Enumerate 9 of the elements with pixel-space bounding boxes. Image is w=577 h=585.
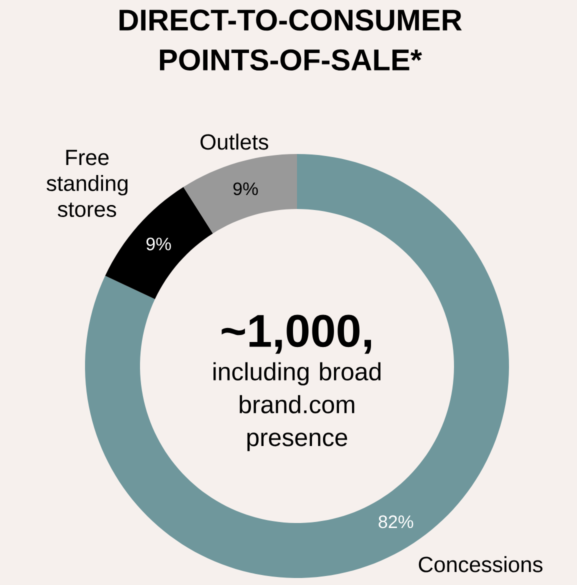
text: ~1,000, [222, 314, 372, 354]
slice-label: Free standing stores [46, 150, 128, 218]
data-label: 82% [378, 515, 414, 528]
text: including broad brand.com presence [214, 362, 381, 452]
chart-title: DIRECT-TO-CONSUMER POINTS-OF-SALE* [120, 10, 462, 71]
data-label: 9% [146, 238, 171, 250]
slice-label: Outlets [200, 134, 268, 150]
slice-label: Concessions [418, 556, 542, 572]
data-label: 9% [233, 182, 258, 196]
